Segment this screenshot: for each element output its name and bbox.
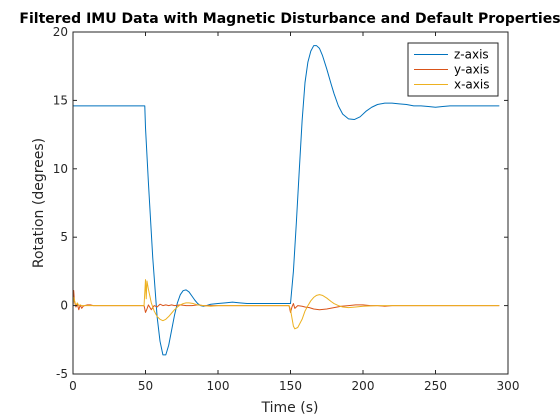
- x-tick-label: 150: [279, 379, 302, 393]
- series-line-y-axis: [73, 290, 500, 313]
- x-tick-label: 300: [497, 379, 520, 393]
- x-tick-label: 50: [138, 379, 153, 393]
- legend-entry: x-axis: [454, 78, 489, 92]
- y-tick-label: 20: [53, 25, 68, 39]
- x-tick-label: 250: [424, 379, 447, 393]
- y-tick-label: 5: [60, 230, 68, 244]
- y-tick-label: 0: [60, 299, 68, 313]
- y-tick-label: 10: [53, 162, 68, 176]
- y-tick-label: 15: [53, 93, 68, 107]
- x-axis-label: Time (s): [261, 400, 319, 416]
- series-line-x-axis: [73, 279, 500, 330]
- series-layer: [73, 45, 500, 356]
- x-tick-label: 200: [352, 379, 375, 393]
- x-tick-label: 100: [207, 379, 230, 393]
- legend-entry: y-axis: [454, 63, 489, 77]
- y-tick-label: -5: [56, 367, 68, 381]
- y-axis-label: Rotation (degrees): [31, 138, 47, 268]
- series-line-z-axis: [73, 45, 500, 356]
- x-tick-label: 0: [69, 379, 77, 393]
- chart-title: Filtered IMU Data with Magnetic Disturba…: [19, 11, 560, 27]
- legend-entry: z-axis: [454, 48, 489, 62]
